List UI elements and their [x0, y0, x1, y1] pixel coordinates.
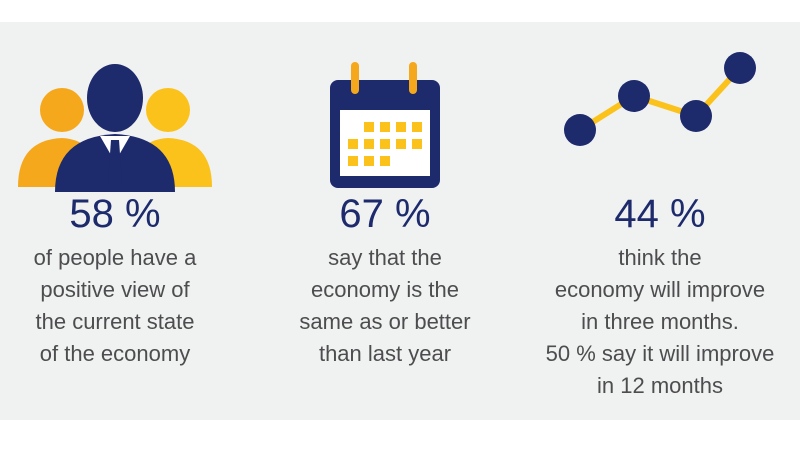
stat-value: 58 %	[69, 192, 161, 236]
background-band: 58 % of people have a positive view of t…	[0, 22, 800, 420]
text-line: positive view of	[40, 277, 190, 302]
people-icon	[18, 64, 212, 192]
text-line: economy will improve	[554, 277, 766, 302]
stat-text: think the economy will improve in three …	[520, 242, 800, 402]
calendar-icon	[330, 62, 440, 188]
stat-text: of people have a positive view of the cu…	[0, 242, 255, 370]
text-line: of the economy	[39, 341, 191, 366]
text-line: think the	[618, 245, 702, 270]
text-line: same as or better	[299, 309, 471, 334]
stat-text: say that the economy is the same as or b…	[245, 242, 525, 370]
text-line: say that the	[328, 245, 442, 270]
trend-icon	[564, 52, 756, 146]
text-line: the current state	[35, 309, 195, 334]
text-line: of people have a	[33, 245, 197, 270]
text-line: in three months.	[581, 309, 739, 334]
text-line: in 12 months	[597, 373, 723, 398]
text-line: 50 % say it will improve	[545, 341, 775, 366]
text-line: economy is the	[311, 277, 459, 302]
stat-value: 44 %	[614, 192, 706, 236]
icons	[18, 52, 756, 192]
text-line: than last year	[318, 341, 452, 366]
stat-value: 67 %	[339, 192, 431, 236]
